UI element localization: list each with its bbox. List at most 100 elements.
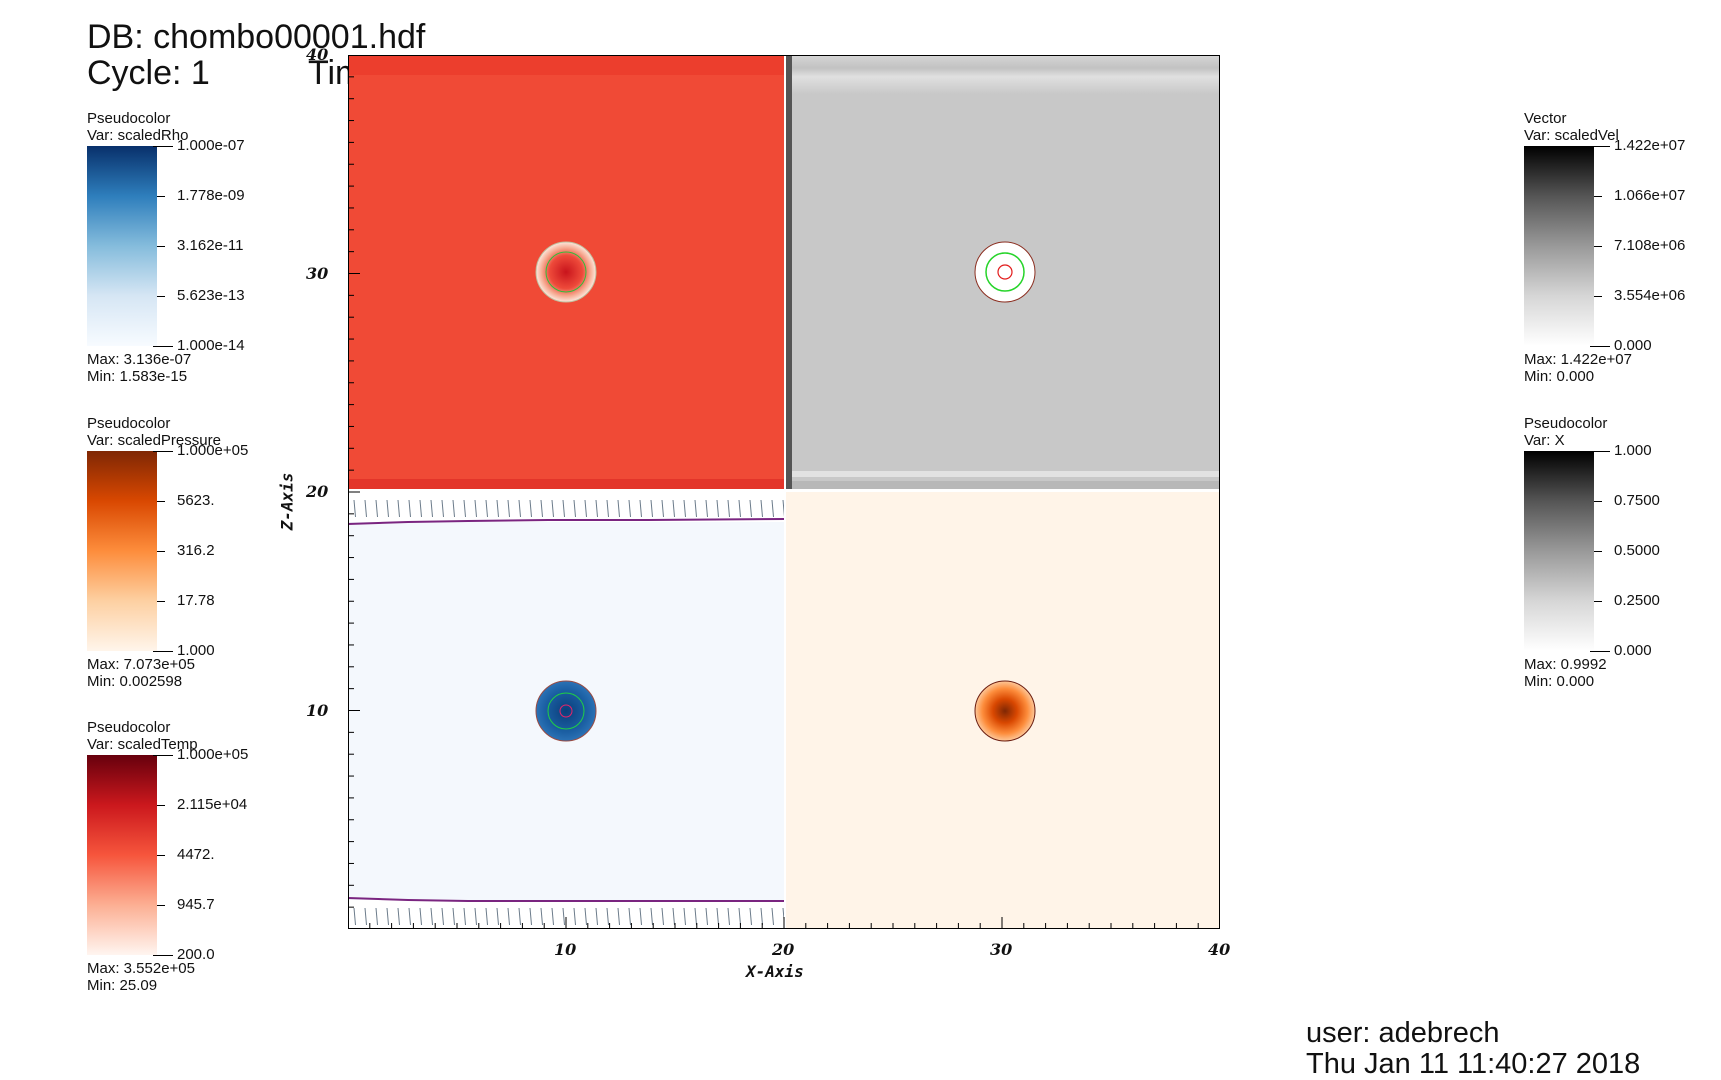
legend-tick-label: 0.000: [1614, 642, 1652, 659]
color-bar: [1524, 146, 1594, 346]
legend-plot-type: Pseudocolor: [1524, 415, 1608, 432]
x-tick-label: 10: [554, 940, 577, 959]
vector-glyph: [683, 499, 686, 518]
color-bar: [1524, 451, 1594, 651]
legend-tick: [1594, 196, 1602, 197]
legend-max: Max: 3.136e-07: [87, 351, 192, 368]
vector-glyph: [573, 499, 576, 518]
x-axis-label: X-Axis: [746, 962, 804, 981]
vector-glyph: [408, 499, 411, 518]
legend-tick-label: 200.0: [177, 946, 215, 963]
vector-glyph: [463, 907, 466, 926]
legend-tick: [157, 551, 165, 552]
vector-glyph: [386, 907, 389, 926]
vector-glyph: [375, 907, 378, 926]
legend-tick: [1590, 451, 1610, 452]
legend-tick: [153, 955, 173, 956]
vector-glyph: [716, 499, 719, 518]
legend-plot-type: Pseudocolor: [87, 719, 171, 736]
vector-glyph: [452, 499, 455, 518]
vector-glyph: [650, 499, 653, 518]
legend-variable: Var: scaledRho: [87, 127, 189, 144]
vector-glyph: [584, 499, 587, 518]
legend-min: Min: 0.002598: [87, 673, 183, 690]
vector-glyph: [672, 907, 675, 926]
vector-glyph: [606, 499, 609, 518]
vector-glyph: [518, 499, 521, 518]
vector-glyph: [507, 907, 510, 926]
legend-tick-label: 1.000: [1614, 442, 1652, 459]
vector-glyph: [452, 907, 455, 926]
legend-tick-label: 1.000e+05: [177, 746, 249, 763]
legend-max: Max: 0.9992: [1524, 656, 1607, 673]
vector-glyph: [661, 907, 664, 926]
vector-glyph: [694, 907, 697, 926]
vector-glyph: [716, 907, 719, 926]
vector-glyph: [529, 499, 532, 518]
legend-tick-label: 1.422e+07: [1614, 137, 1686, 154]
legend-variable: Var: scaledTemp: [87, 736, 198, 753]
legend-min: Min: 25.09: [87, 977, 158, 994]
date-label: Thu Jan 11 11:40:27 2018: [1306, 1048, 1641, 1080]
legend-tick-label: 0.7500: [1614, 492, 1660, 509]
y-tick-label: 30: [306, 263, 329, 283]
vector-glyph: [628, 499, 631, 518]
vector-glyph: [474, 499, 477, 518]
vector-glyph: [584, 907, 587, 926]
legend-variable: Var: scaledVel: [1524, 127, 1619, 144]
vector-glyph: [353, 499, 356, 518]
vector-glyph: [595, 907, 598, 926]
vector-glyph: [771, 499, 774, 518]
vector-glyph: [628, 907, 631, 926]
vector-glyph: [364, 907, 367, 926]
legend-tick-label: 1.000e-07: [177, 137, 245, 154]
color-bar: [87, 755, 157, 955]
legend-tick: [1590, 346, 1610, 347]
legend-tick-label: 0.5000: [1614, 542, 1660, 559]
legend-tick: [1594, 601, 1602, 602]
vector-glyph: [694, 499, 697, 518]
plot-area[interactable]: [347, 54, 1221, 930]
vector-glyph: [364, 499, 367, 518]
legend-tick-label: 316.2: [177, 542, 215, 559]
vector-glyph: [573, 907, 576, 926]
vector-glyph: [419, 907, 422, 926]
vector-glyph: [749, 907, 752, 926]
vector-glyph: [485, 499, 488, 518]
x-tick-label: 30: [990, 940, 1013, 959]
y-axis-label: Z-Axis: [277, 472, 297, 531]
vector-glyph: [540, 499, 543, 518]
vector-glyph: [397, 907, 400, 926]
vector-glyph: [474, 907, 477, 926]
vector-glyph: [551, 499, 554, 518]
legend-tick-label: 0.000: [1614, 337, 1652, 354]
vector-glyph: [749, 499, 752, 518]
legend-max: Max: 1.422e+07: [1524, 351, 1632, 368]
legend-tick: [157, 905, 165, 906]
legend-tick: [157, 196, 165, 197]
cycle-label: Cycle: 1: [87, 54, 210, 92]
vector-glyph: [430, 499, 433, 518]
color-bar: [87, 146, 157, 346]
legend-plot-type: Vector: [1524, 110, 1567, 127]
y-tick-label: 20: [306, 482, 329, 501]
legend-tick: [157, 246, 165, 247]
legend-variable: Var: scaledPressure: [87, 432, 221, 449]
legend-tick: [157, 805, 165, 806]
legend-tick-label: 1.000e-14: [177, 337, 245, 354]
vector-glyph: [562, 499, 565, 518]
vector-glyph: [441, 499, 444, 518]
legend-tick: [157, 501, 165, 502]
quadrant-top-right: [785, 55, 1220, 489]
vector-glyph: [617, 907, 620, 926]
vector-glyph: [386, 499, 389, 518]
vector-glyph: [771, 907, 774, 926]
vector-glyph: [507, 499, 510, 518]
legend-tick: [153, 755, 173, 756]
x-tick-label: 40: [1208, 940, 1231, 959]
vector-glyph: [518, 907, 521, 926]
legend-max: Max: 3.552e+05: [87, 960, 195, 977]
legend-tick: [157, 296, 165, 297]
vector-glyph: [672, 499, 675, 518]
vector-glyph: [496, 499, 499, 518]
